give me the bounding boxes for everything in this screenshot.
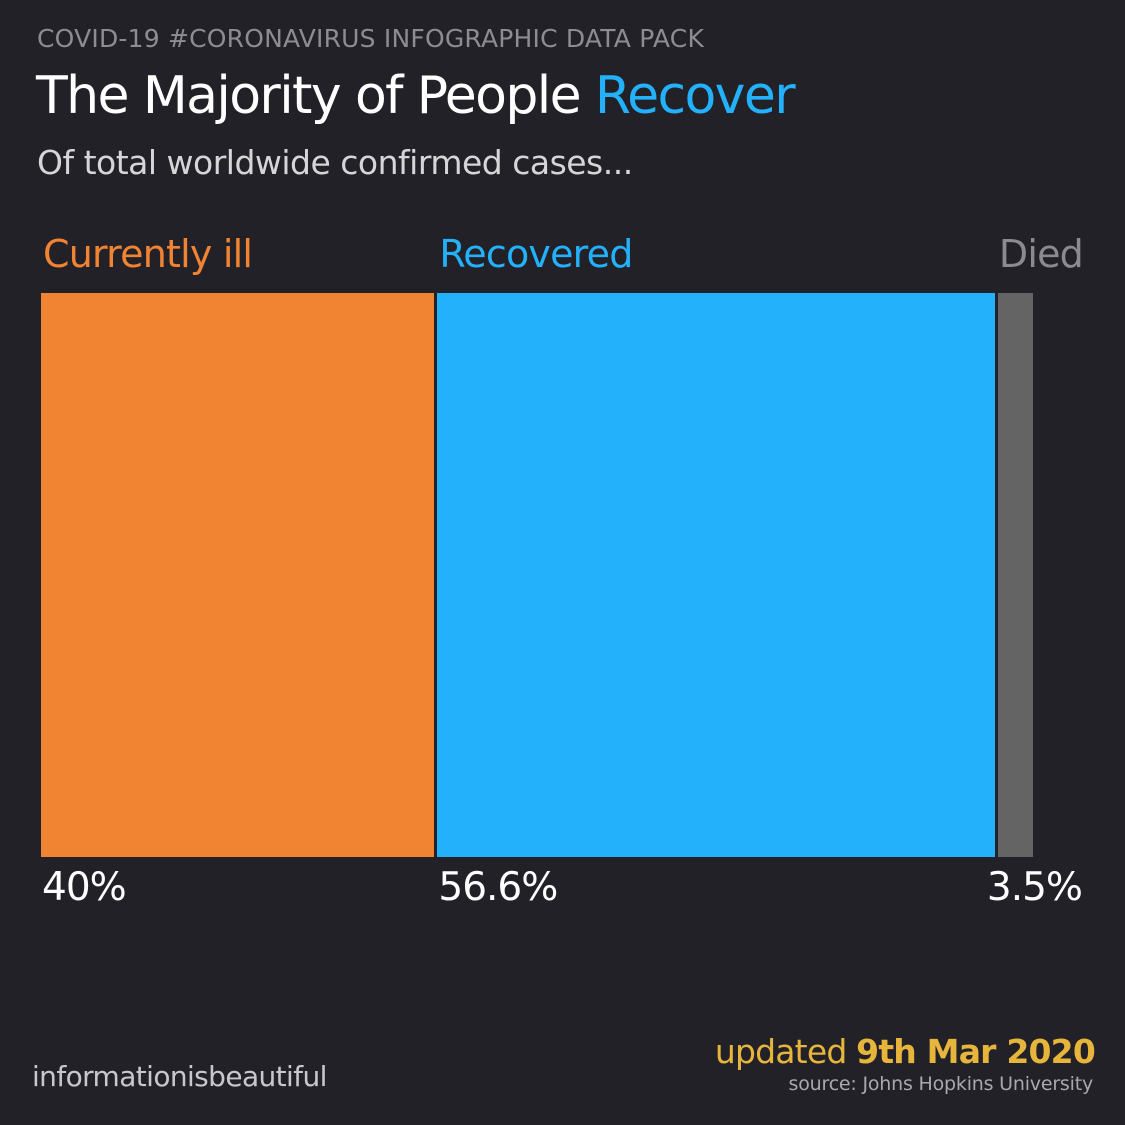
value-label-recovered: 56.6% xyxy=(438,865,558,910)
title-highlight: Recover xyxy=(594,66,796,126)
value-label-currently-ill: 40% xyxy=(42,865,127,910)
source-note: source: Johns Hopkins University xyxy=(788,1073,1094,1095)
updated-date: 9th Mar 2020 xyxy=(856,1032,1096,1071)
value-label-died: 3.5% xyxy=(986,865,1083,910)
updated-note: updated 9th Mar 2020 xyxy=(714,1032,1096,1071)
kicker: COVID-19 #CORONAVIRUS INFOGRAPHIC DATA P… xyxy=(37,24,705,53)
category-label-died: Died xyxy=(998,232,1084,276)
category-label-currently-ill: Currently ill xyxy=(43,232,253,276)
bar-currently-ill xyxy=(41,293,435,857)
subtitle: Of total worldwide confirmed cases... xyxy=(37,143,633,182)
bar-died xyxy=(998,293,1033,857)
updated-prefix: updated xyxy=(714,1032,857,1071)
brand-logo: informationisbeautiful xyxy=(32,1060,327,1093)
page-title: The Majority of People Recover xyxy=(36,66,796,126)
title-main: The Majority of People xyxy=(36,66,595,126)
bar-recovered xyxy=(437,293,996,857)
category-label-recovered: Recovered xyxy=(439,232,633,276)
